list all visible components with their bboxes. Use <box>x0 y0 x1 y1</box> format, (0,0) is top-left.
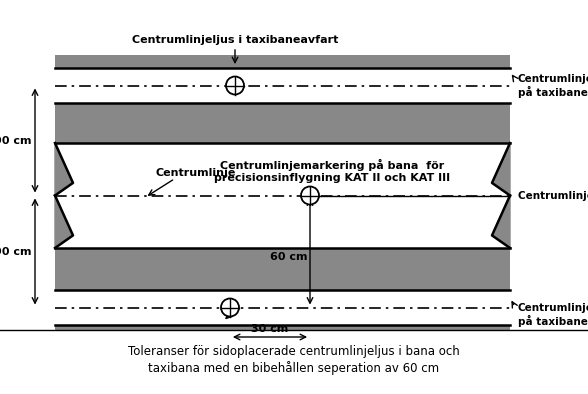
Bar <box>55 68 510 103</box>
Text: Centrumlinjemarkering
på taxibaneavfart: Centrumlinjemarkering på taxibaneavfart <box>518 303 588 327</box>
Text: 30 cm: 30 cm <box>252 324 289 334</box>
Text: Centrumlinjemarkering
på taxibaneavfart: Centrumlinjemarkering på taxibaneavfart <box>518 74 588 98</box>
Text: Centrumlinje: Centrumlinje <box>155 167 235 178</box>
Text: 60 cm: 60 cm <box>269 251 307 262</box>
Circle shape <box>221 299 239 316</box>
Bar <box>55 290 510 325</box>
Circle shape <box>301 186 319 204</box>
Text: 90 cm: 90 cm <box>0 247 32 256</box>
Polygon shape <box>55 195 73 248</box>
Polygon shape <box>492 195 510 248</box>
Text: Centrumlinjeljus i taxibaneavfart: Centrumlinjeljus i taxibaneavfart <box>132 35 338 45</box>
Text: Toleranser för sidoplacerade centrumlinjeljus i bana och
taxibana med en bibehål: Toleranser för sidoplacerade centrumlinj… <box>128 346 460 375</box>
Circle shape <box>226 76 244 95</box>
Polygon shape <box>55 143 73 195</box>
Text: Centrumlinjeljus i bana: Centrumlinjeljus i bana <box>518 191 588 201</box>
Text: Centrumlinjemarkering på bana  för
precisionsinflygning KAT II och KAT III: Centrumlinjemarkering på bana för precis… <box>215 159 450 183</box>
Text: 90 cm: 90 cm <box>0 136 32 145</box>
Polygon shape <box>492 143 510 195</box>
Bar <box>55 143 510 248</box>
Bar <box>55 55 510 330</box>
